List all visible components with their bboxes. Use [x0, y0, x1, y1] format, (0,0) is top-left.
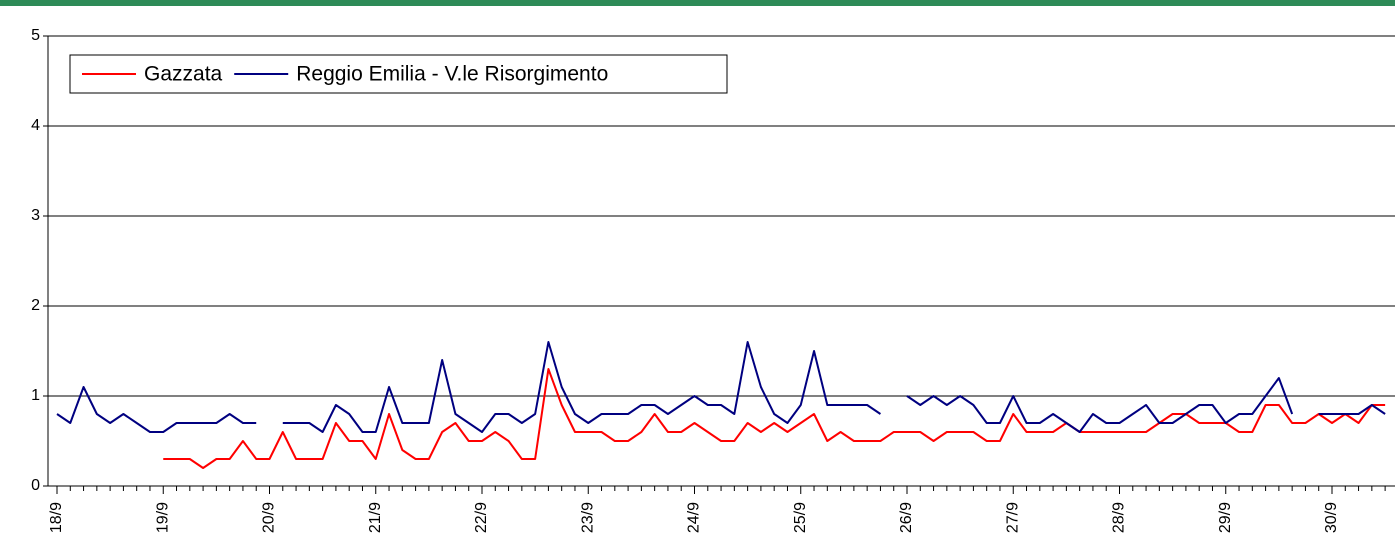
- x-tick-label: 23/9: [579, 502, 596, 533]
- x-tick-label: 29/9: [1217, 502, 1234, 533]
- legend-label: Reggio Emilia - V.le Risorgimento: [296, 63, 608, 86]
- x-tick-label: 26/9: [898, 502, 915, 533]
- legend-box: [69, 54, 728, 94]
- x-tick-label: 18/9: [48, 502, 65, 533]
- y-tick-label: 4: [31, 117, 40, 134]
- x-tick-label: 25/9: [792, 502, 809, 533]
- y-tick-label: 1: [31, 387, 40, 404]
- y-tick-label: 2: [31, 297, 40, 314]
- x-tick-label: 28/9: [1111, 502, 1128, 533]
- x-tick-label: 19/9: [154, 502, 171, 533]
- y-tick-label: 0: [31, 477, 40, 494]
- series-line: [56, 341, 1386, 433]
- x-tick-label: 27/9: [1004, 502, 1021, 533]
- legend: Gazzata Reggio Emilia - V.le Risorgimento: [69, 54, 728, 94]
- series-line: [163, 368, 1386, 469]
- x-tick-label: 21/9: [367, 502, 384, 533]
- y-tick-label: 5: [31, 27, 40, 44]
- x-tick-label: 20/9: [261, 502, 278, 533]
- title-bar: [0, 0, 1395, 6]
- x-tick-label: 24/9: [686, 502, 703, 533]
- legend-label: Gazzata: [144, 63, 223, 86]
- x-tick-label: 22/9: [473, 502, 490, 533]
- x-tick-label: 30/9: [1323, 502, 1340, 533]
- y-tick-label: 3: [31, 207, 40, 224]
